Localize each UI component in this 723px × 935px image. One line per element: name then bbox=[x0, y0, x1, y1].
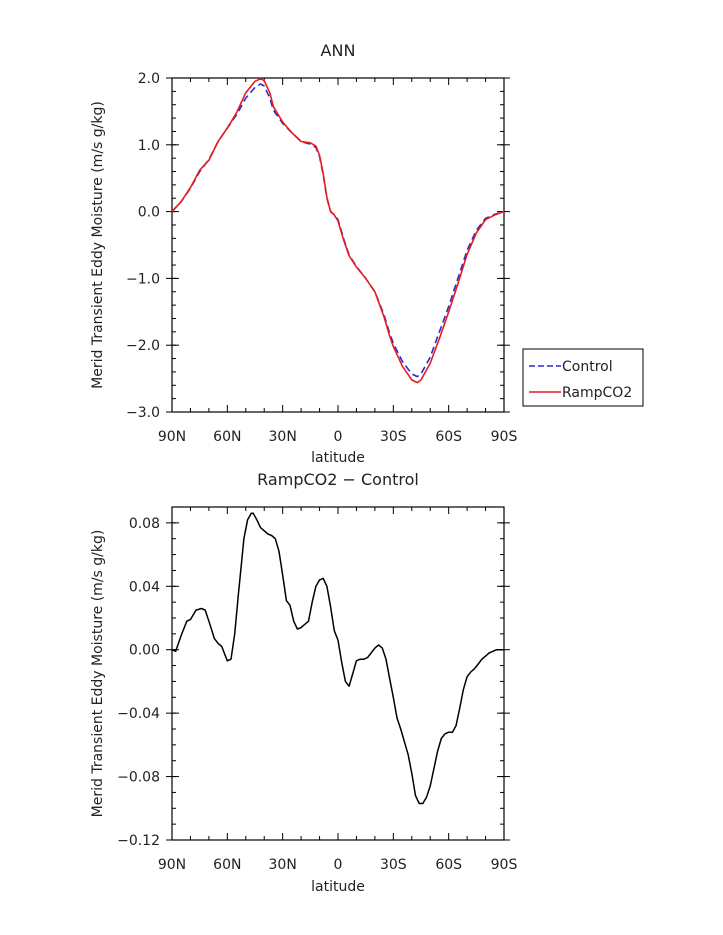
top-panel: ANN Merid Transient Eddy Moisture (m/s g/… bbox=[90, 41, 644, 466]
chart-title: ANN bbox=[321, 41, 356, 60]
x-tick-label: 0 bbox=[334, 857, 343, 873]
y-tick-label: −0.08 bbox=[117, 770, 160, 786]
y-tick-label: 0.08 bbox=[129, 516, 160, 532]
y-tick-label: −0.04 bbox=[117, 706, 160, 722]
legend-label: Control bbox=[562, 359, 613, 375]
chart-title: RampCO2 − Control bbox=[257, 470, 419, 489]
y-axis-label: Merid Transient Eddy Moisture (m/s g/kg) bbox=[90, 530, 106, 818]
y-tick-label: 2.0 bbox=[138, 71, 160, 87]
x-tick-label: 30S bbox=[380, 857, 407, 873]
difference-series-line bbox=[171, 512, 504, 805]
x-tick-label: 30N bbox=[269, 857, 297, 873]
x-tick-label: 60N bbox=[213, 857, 241, 873]
x-tick-label: 90S bbox=[491, 857, 518, 873]
y-tick-label: −2.0 bbox=[126, 338, 160, 354]
x-tick-label: 0 bbox=[334, 429, 343, 445]
rampco2-series-line bbox=[171, 77, 505, 384]
y-tick-label: 0.0 bbox=[138, 205, 160, 221]
x-tick-label: 30N bbox=[269, 429, 297, 445]
plot-frame bbox=[171, 506, 505, 841]
y-tick-label: 0.00 bbox=[129, 643, 160, 659]
x-tick-label: 90N bbox=[158, 857, 186, 873]
legend-box bbox=[522, 348, 644, 407]
x-tick-label: 90N bbox=[158, 429, 186, 445]
legend-label: RampCO2 bbox=[562, 385, 632, 401]
legend: Control RampCO2 bbox=[522, 348, 644, 407]
x-tick-label: 90S bbox=[491, 429, 518, 445]
y-tick-label: −1.0 bbox=[126, 271, 160, 287]
x-tick-label: 60S bbox=[435, 429, 462, 445]
x-tick-label: 30S bbox=[380, 429, 407, 445]
y-axis-label: Merid Transient Eddy Moisture (m/s g/kg) bbox=[90, 101, 106, 389]
x-axis-label: latitude bbox=[311, 879, 365, 895]
y-tick-label: −3.0 bbox=[126, 405, 160, 421]
control-series-line bbox=[171, 83, 505, 378]
y-tick-label: 1.0 bbox=[138, 138, 160, 154]
y-tick-label: −0.12 bbox=[117, 833, 160, 849]
plot-frame bbox=[171, 77, 505, 413]
x-axis-label: latitude bbox=[311, 450, 365, 466]
x-tick-label: 60N bbox=[213, 429, 241, 445]
bottom-panel: RampCO2 − Control Merid Transient Eddy Mo… bbox=[90, 470, 517, 895]
y-tick-label: 0.04 bbox=[129, 579, 160, 595]
x-tick-label: 60S bbox=[435, 857, 462, 873]
